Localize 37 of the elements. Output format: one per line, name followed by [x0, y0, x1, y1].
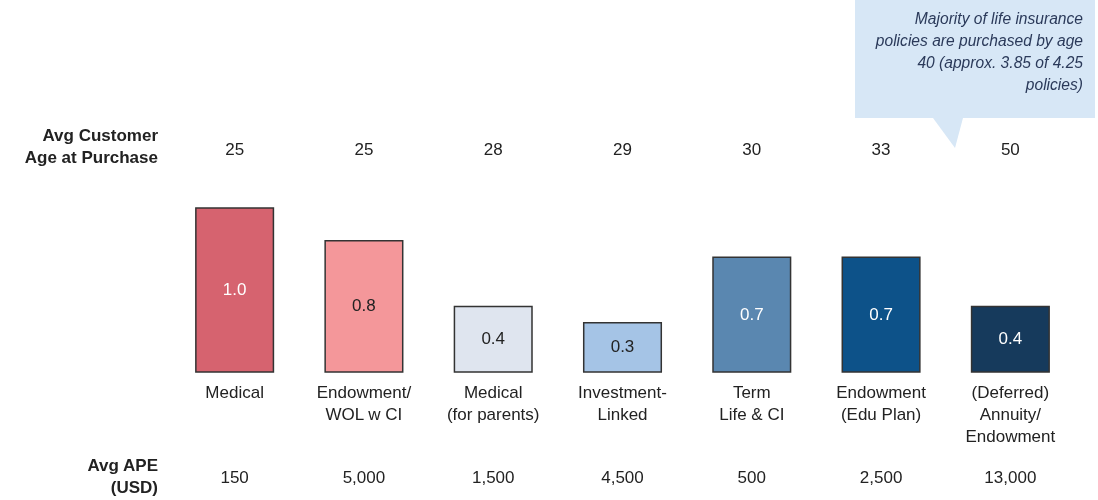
x-tick-label: (Deferred) Annuity/ Endowment: [965, 383, 1056, 446]
data-label: 0.7: [869, 304, 893, 324]
text: Avg Customer Age at Purchase: [24, 126, 159, 167]
text: 29: [613, 140, 632, 159]
bar: [970, 305, 1050, 373]
x-tick-label: Medical: [205, 383, 264, 402]
data-label: 0.8: [352, 296, 376, 316]
text: 30: [742, 140, 762, 159]
text: 25: [225, 140, 245, 159]
bar: [453, 305, 533, 373]
data-label: 0.7: [739, 304, 764, 324]
text: 4,500: [601, 468, 644, 487]
text: 5,000: [342, 468, 386, 487]
x-tick-label: Investment- Linked: [578, 383, 667, 424]
bar: [324, 240, 404, 373]
text: 33: [871, 140, 891, 159]
data-label: 0.3: [610, 337, 635, 357]
text: 13,000: [984, 468, 1037, 487]
text: 1,500: [471, 468, 515, 487]
bar: [195, 207, 275, 373]
data-label: 1.0: [222, 280, 247, 299]
text: 28: [483, 140, 503, 159]
x-tick-label: Endowment (Edu Plan): [836, 383, 927, 424]
text: 50: [1000, 140, 1020, 159]
x-tick-label: Medical (for parents): [446, 383, 540, 424]
text: Avg APE (USD): [87, 456, 158, 497]
data-label: 0.4: [998, 329, 1023, 349]
x-tick-label: Term Life & CI: [719, 383, 785, 424]
text: 2,500: [859, 468, 903, 487]
text: 500: [737, 468, 766, 487]
bar: [712, 256, 792, 373]
text: 150: [220, 468, 249, 487]
bar: [841, 256, 921, 373]
data-label: 0.4: [481, 329, 506, 349]
x-tick-label: Endowment/ WOL w CI: [316, 383, 412, 424]
text: 25: [354, 140, 374, 159]
bar: [582, 322, 663, 373]
